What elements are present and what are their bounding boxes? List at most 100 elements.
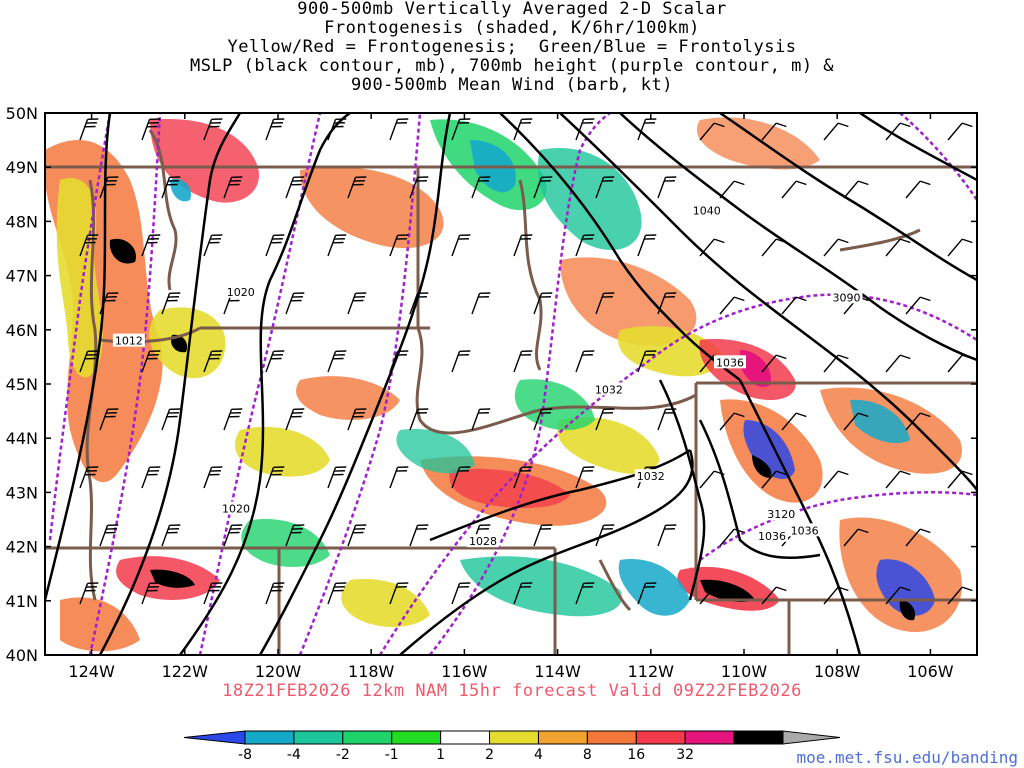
scale-label: -2 <box>336 747 350 763</box>
lat-label: 40N <box>6 646 38 665</box>
wind-barb <box>885 586 911 605</box>
wind-barb <box>699 470 725 489</box>
wind-barb <box>843 528 869 547</box>
wind-barb <box>575 582 595 605</box>
mslp-label: 1036 <box>791 524 819 537</box>
scale-swatch <box>635 730 686 745</box>
mslp-label-bg <box>224 284 257 298</box>
wind-barb <box>637 234 657 257</box>
height-label: 3090 <box>833 291 861 304</box>
mslp-contours <box>45 113 977 655</box>
wind-barb <box>389 582 409 605</box>
wind-barb <box>513 350 533 373</box>
wind-barb <box>843 412 869 431</box>
mslp-label-bg <box>592 382 625 396</box>
scale-label: -1 <box>385 747 399 763</box>
scale-swatch <box>244 730 295 745</box>
wind-barb <box>595 176 615 199</box>
wind-barb <box>451 350 471 373</box>
wind-barb <box>451 466 471 489</box>
scale-swatch <box>537 730 588 745</box>
wind-barb <box>79 118 99 141</box>
wind-barb <box>161 524 181 547</box>
scale-label: -4 <box>287 747 301 763</box>
wind-barb <box>657 292 677 315</box>
wind-barb <box>823 586 849 605</box>
scale-label: 4 <box>534 747 543 763</box>
scale-label: 1 <box>436 747 445 763</box>
wind-barb <box>285 524 305 547</box>
title-line-4: MSLP (black contour, mb), 700mb height (… <box>189 56 835 76</box>
wind-barb <box>533 408 553 431</box>
wind-barb <box>637 118 657 141</box>
mslp-label-bg <box>467 534 500 548</box>
wind-barb <box>885 122 911 141</box>
lon-label: 116W <box>441 662 488 681</box>
wind-barb <box>141 582 161 605</box>
wind-barb <box>719 528 745 547</box>
wind-barb <box>327 466 347 489</box>
wind-barb <box>265 118 285 141</box>
wind-barb <box>699 586 725 605</box>
wind-barb <box>141 466 161 489</box>
wind-barb <box>823 238 849 257</box>
wind-barb <box>947 586 973 605</box>
mslp-label: 1040 <box>693 205 721 218</box>
credit-link[interactable]: moe.met.fsu.edu/banding <box>796 748 1018 767</box>
wind-barb <box>203 118 223 141</box>
wind-barb <box>79 234 99 257</box>
map-figure: 1040 1020 1012 1036 1032 1032 1020 1028 1036 1036… <box>6 104 978 681</box>
wind-barb <box>451 118 471 141</box>
scale-label: 32 <box>676 747 694 763</box>
wind-barb <box>161 176 181 199</box>
forecast-valid-line: 18Z21FEB2026 12km NAM 15hr forecast Vali… <box>222 681 802 701</box>
mslp-label-bg <box>220 501 253 515</box>
wind-barb <box>99 524 119 547</box>
title-line-5: 900-500mb Mean Wind (barb, kt) <box>350 75 674 95</box>
lat-label: 46N <box>6 321 38 340</box>
wind-barb <box>79 582 99 605</box>
wind-barb <box>513 582 533 605</box>
wind-barb <box>265 466 285 489</box>
scale-swatch <box>440 730 491 745</box>
scale-swatch <box>342 730 393 745</box>
scale-swatch <box>293 730 344 745</box>
wind-barb <box>223 176 243 199</box>
wind-barb <box>947 122 973 141</box>
wind-barb <box>657 408 677 431</box>
wind-barb <box>823 470 849 489</box>
wind-barb <box>327 234 347 257</box>
wind-barb <box>637 582 657 605</box>
height-label-bg <box>765 507 798 521</box>
contour-labels: 1040 1020 1012 1036 1032 1032 1020 1028 1036 1036… <box>112 203 863 548</box>
wind-barb <box>699 122 725 141</box>
wind-barb <box>761 122 787 141</box>
wind-barb <box>347 292 367 315</box>
lon-label: 106W <box>907 662 954 681</box>
longitude-axis: 124W 122W 120W 118W 116W 114W 112W 110W 108W 106W <box>68 113 954 681</box>
wind-barb <box>451 234 471 257</box>
wind-barb <box>141 234 161 257</box>
lat-label: 49N <box>6 158 38 177</box>
wind-barb <box>141 350 161 373</box>
title-block: 900-500mb Vertically Averaged 2-D Scalar… <box>0 0 1024 95</box>
wind-barb <box>99 408 119 431</box>
wind-barb <box>575 234 595 257</box>
wind-barb <box>885 238 911 257</box>
wind-barb <box>265 350 285 373</box>
lat-label: 41N <box>6 592 38 611</box>
wind-barb <box>947 354 973 373</box>
height-label-bg <box>830 290 863 304</box>
mslp-label-bg <box>634 469 667 483</box>
wind-barb <box>203 582 223 605</box>
wind-barb <box>99 292 119 315</box>
wind-barb <box>409 524 429 547</box>
wind-barb <box>347 408 367 431</box>
wind-barb <box>327 118 347 141</box>
wind-barb <box>575 350 595 373</box>
wind-barb <box>905 180 931 199</box>
wind-barb <box>761 470 787 489</box>
wind-barb <box>161 292 181 315</box>
wind-barb <box>389 466 409 489</box>
wind-barb <box>719 180 745 199</box>
